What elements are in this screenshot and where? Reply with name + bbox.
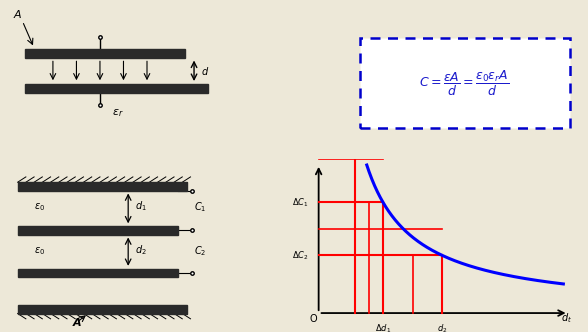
Text: $\varepsilon_0$: $\varepsilon_0$ (34, 245, 45, 257)
Text: $\varepsilon_r$: $\varepsilon_r$ (112, 107, 123, 119)
Text: O: O (310, 313, 318, 323)
Bar (18, 269, 178, 277)
Text: $\Delta C_1$: $\Delta C_1$ (292, 196, 308, 208)
Text: $d_2$: $d_2$ (135, 243, 147, 257)
Text: $A$: $A$ (13, 8, 22, 20)
Text: $d_t$: $d_t$ (561, 311, 572, 325)
Text: $d$: $d$ (201, 65, 209, 77)
Bar (18, 182, 187, 191)
Bar (18, 305, 187, 313)
Text: $d_2$: $d_2$ (437, 322, 447, 332)
Text: $\varepsilon_0$: $\varepsilon_0$ (34, 201, 45, 212)
FancyBboxPatch shape (359, 39, 570, 127)
Text: $\Delta C_2$: $\Delta C_2$ (292, 249, 308, 262)
Text: $d_1$: $d_1$ (135, 199, 147, 212)
Bar (18, 226, 178, 235)
Text: $\mathit{C} = \dfrac{\mathit{\varepsilon A}}{\mathit{d}} = \dfrac{\mathit{\varep: $\mathit{C} = \dfrac{\mathit{\varepsilon… (419, 68, 510, 98)
Text: $\Delta d_1$: $\Delta d_1$ (375, 322, 391, 332)
Bar (25, 49, 185, 58)
Bar (25, 84, 208, 93)
Text: $C_2$: $C_2$ (194, 244, 206, 258)
Text: $\boldsymbol{A}$: $\boldsymbol{A}$ (72, 316, 82, 328)
Text: $C_1$: $C_1$ (194, 200, 206, 214)
